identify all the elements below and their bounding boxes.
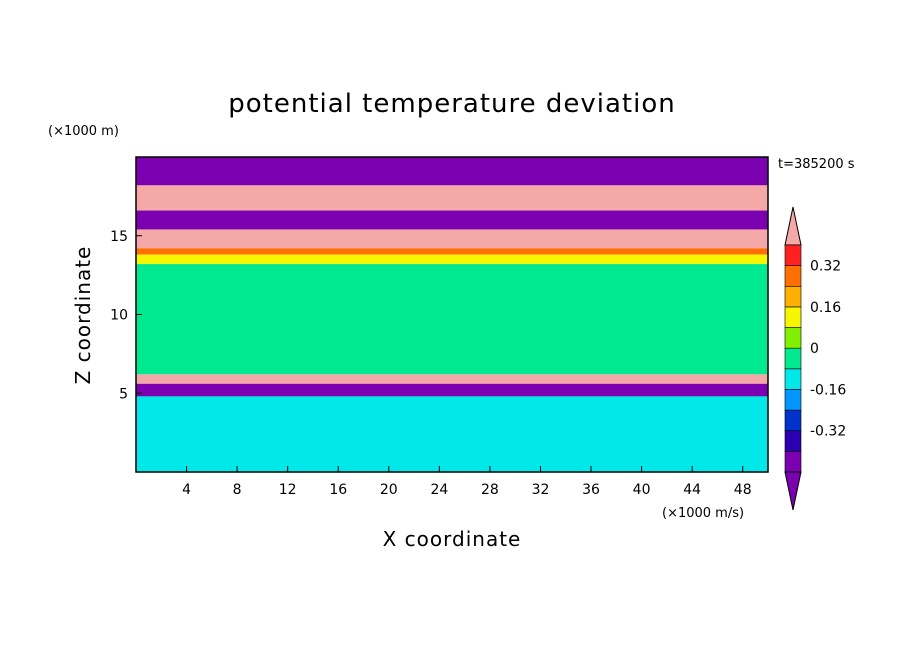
colorbar-swatch [784, 347, 802, 370]
y-axis-label: Z coordinate [71, 246, 95, 385]
y-axis: 5 10 15 [110, 229, 142, 402]
colorbar-tick-label: -0.16 [810, 382, 846, 398]
x-tick-label: 16 [329, 482, 347, 498]
colorbar-tick-label: 0.16 [810, 300, 841, 316]
x-tick-label: 48 [734, 482, 752, 498]
contour-layer [136, 383, 768, 397]
colorbar-swatch [784, 265, 802, 287]
x-unit-label: (×1000 m/s) [662, 506, 744, 521]
colorbar-tick-label: -0.32 [810, 424, 846, 440]
chart-title: potential temperature deviation [228, 89, 675, 119]
colorbar-swatch [784, 451, 802, 473]
x-tick-label: 8 [233, 482, 242, 498]
colorbar-swatch [784, 430, 802, 452]
colorbar-extend-top [784, 206, 802, 246]
colorbar-tick-label: 0 [810, 341, 819, 357]
colorbar-swatch [784, 306, 802, 328]
colorbar-extend-bottom [784, 471, 802, 511]
contour-layer [136, 374, 768, 384]
contour-layer [136, 210, 768, 230]
contour-layer [136, 157, 768, 186]
colorbar-swatch [784, 409, 802, 432]
colorbar-swatch [784, 285, 802, 308]
contour-layer [136, 264, 768, 375]
y-unit-label: (×1000 m) [48, 124, 119, 139]
x-tick-label: 32 [532, 482, 550, 498]
x-tick-label: 24 [430, 482, 448, 498]
colorbar-swatch [784, 368, 802, 390]
contour-layer [136, 248, 768, 255]
x-tick-label: 28 [481, 482, 499, 498]
contour-layer [136, 185, 768, 211]
colorbar-tick-label: 0.32 [810, 259, 841, 275]
x-tick-label: 36 [582, 482, 600, 498]
contour-layer [136, 254, 768, 265]
x-axis: 4 8 12 16 20 24 28 32 36 40 44 48 [182, 466, 752, 498]
x-tick-label: 20 [380, 482, 398, 498]
x-tick-label: 4 [182, 482, 191, 498]
contour-layer [136, 229, 768, 249]
colorbar-swatch [784, 389, 802, 411]
x-axis-label: X coordinate [383, 527, 522, 551]
time-label: t=385200 s [778, 157, 855, 172]
colorbar-swatch [784, 327, 802, 349]
contour-field [136, 157, 768, 472]
y-tick-label: 10 [110, 308, 128, 324]
x-tick-label: 44 [683, 482, 701, 498]
colorbar-swatch [784, 244, 802, 266]
y-tick-label: 15 [110, 229, 128, 245]
contour-layer [136, 396, 768, 472]
x-tick-label: 40 [633, 482, 651, 498]
colorbar: -0.32 -0.16 0 0.16 0.32 [784, 206, 846, 511]
y-tick-label: 5 [119, 386, 128, 402]
x-tick-label: 12 [279, 482, 297, 498]
